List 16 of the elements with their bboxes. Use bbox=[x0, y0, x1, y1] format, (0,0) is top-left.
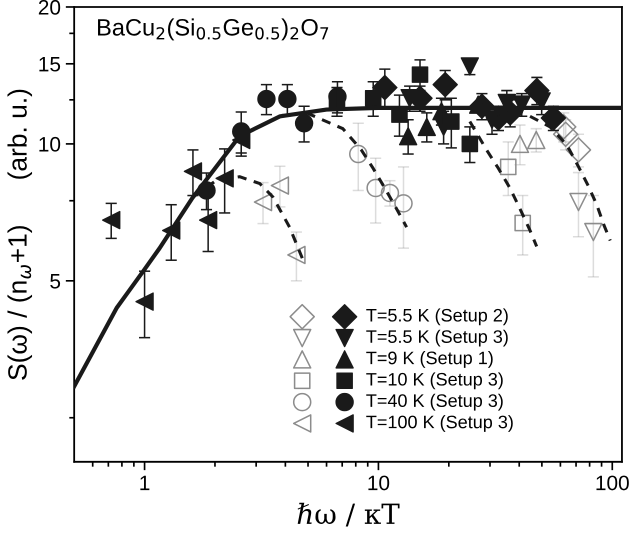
text: BaCu$_{2}$(Si$_{0.5}$Ge$_{0.5}$)$_{2}$O$_{7}$ bbox=[98, 18, 328, 40]
y-axis-title: S(ω) / (n$_{ω}$+1) (arb. u.) bbox=[7, 90, 32, 380]
y-tick-label: 10 bbox=[39, 136, 60, 152]
x-tick-label: 10 bbox=[368, 476, 390, 490]
legend-label: T=10 K (Setup 3) bbox=[366, 372, 503, 390]
x-axis-title: ℏω / κT bbox=[298, 502, 400, 526]
x-tick-label: 1 bbox=[140, 476, 150, 490]
x-tick-label: 100 bbox=[596, 476, 629, 490]
legend-label: T=100 K (Setup 3) bbox=[366, 415, 513, 432]
legend-label: T=5.5 K (Setup 2) bbox=[366, 308, 508, 326]
y-tick-label: 15 bbox=[39, 57, 60, 72]
legend-label: T=5.5 K (Setup 3) bbox=[366, 330, 508, 347]
y-tick-label: 20 bbox=[38, 0, 60, 15]
legend-label: T=9 K (Setup 1) bbox=[366, 351, 493, 368]
y-tick-label: 5 bbox=[50, 274, 60, 289]
legend-label: T=40 K (Setup 3) bbox=[366, 394, 503, 411]
